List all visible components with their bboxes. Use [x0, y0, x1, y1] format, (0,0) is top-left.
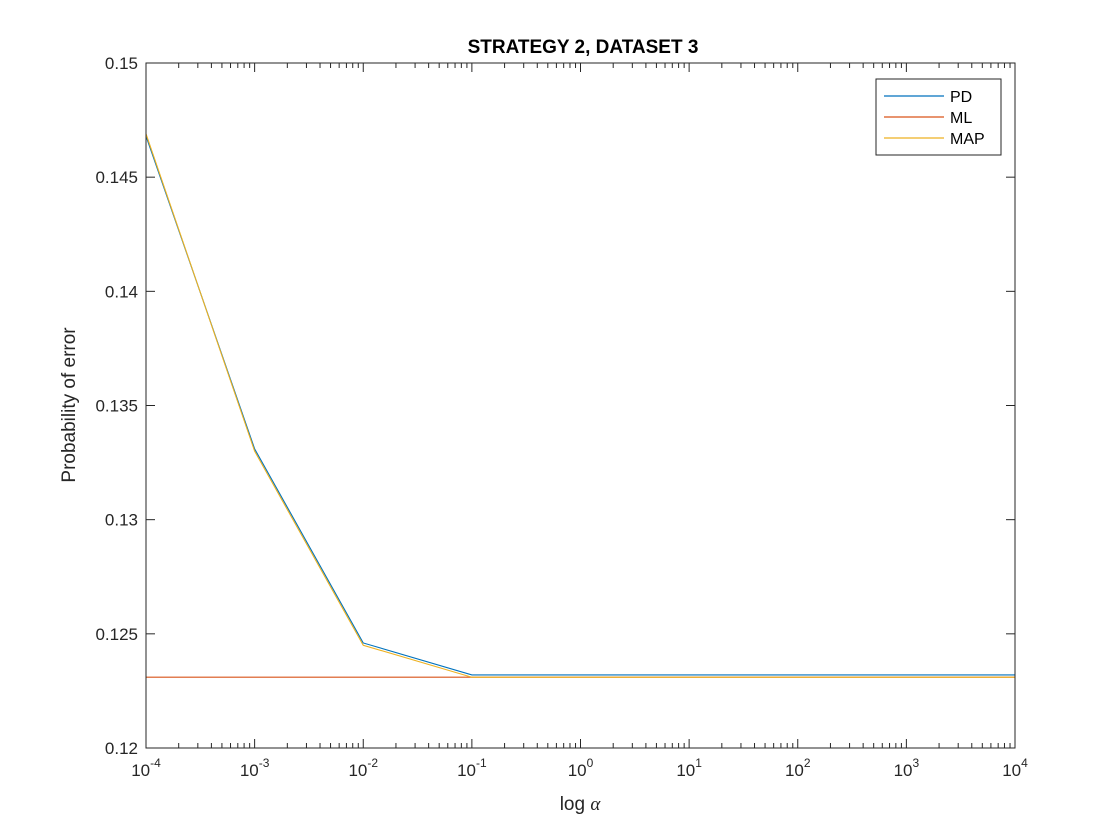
axes — [145, 62, 1016, 749]
x-tick-label: 10-1 — [457, 756, 487, 780]
series-line-map — [145, 133, 1015, 678]
x-tick-label: 104 — [1002, 756, 1028, 780]
y-tick-label: 0.12 — [105, 739, 138, 758]
series-lines — [145, 133, 1015, 678]
plot-box — [145, 62, 1016, 749]
x-tick-label: 10-4 — [131, 756, 161, 780]
y-tick-label: 0.125 — [95, 625, 138, 644]
tick-labels: 0.12 0.125 0.13 0.135 0.14 0.145 0.15 10-4 10-3 1… — [95, 54, 1028, 780]
y-tick-label: 0.15 — [105, 54, 138, 73]
legend: PD ML MAP — [875, 78, 1002, 156]
legend-label-pd: PD — [950, 89, 972, 106]
chart-title: STRATEGY 2, DATASET 3 — [468, 37, 699, 58]
x-tick-label: 10-3 — [240, 756, 270, 780]
alpha-symbol: α — [590, 794, 601, 815]
y-tick-label: 0.13 — [105, 511, 138, 530]
x-tick-label: 100 — [568, 756, 594, 780]
x-tick-label: 103 — [894, 756, 920, 780]
series-line-pd — [145, 135, 1015, 676]
x-axis-label: log α — [560, 794, 602, 815]
y-tick-label: 0.135 — [95, 397, 138, 416]
x-tick-label: 101 — [676, 756, 702, 780]
y-tick-label: 0.14 — [105, 282, 138, 301]
y-axis-label: Probability of error — [59, 327, 80, 483]
y-tick-label: 0.145 — [95, 168, 138, 187]
legend-label-map: MAP — [950, 131, 985, 148]
x-tick-label: 102 — [785, 756, 811, 780]
legend-label-ml: ML — [950, 110, 972, 127]
x-tick-label: 10-2 — [348, 756, 378, 780]
